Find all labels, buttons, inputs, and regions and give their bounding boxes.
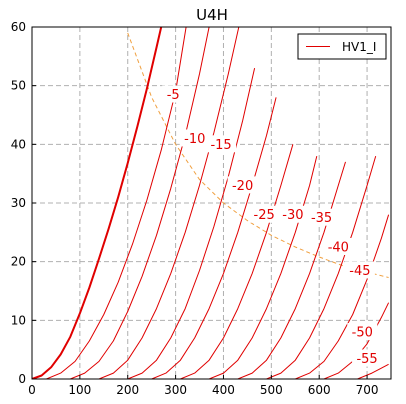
x-tick-label: 500: [260, 383, 283, 397]
legend: HV1_I: [297, 33, 387, 60]
curve-label: -55: [356, 352, 377, 367]
curve-label: -45: [349, 264, 370, 279]
curve-label: -35: [311, 211, 332, 226]
curve-label-bg: [227, 176, 258, 194]
curve-label: -20: [232, 179, 253, 194]
series-curve: [98, 27, 240, 379]
axis-ticks: 0 100 200 300 400 500 600 700 0 10 20 30 40 50 60: [11, 20, 379, 397]
series-curve: [127, 67, 256, 379]
x-tick-label: 100: [68, 383, 91, 397]
series-curve: [208, 155, 318, 379]
x-tick-label: 400: [212, 383, 235, 397]
x-tick-label: 200: [116, 383, 139, 397]
curve-label: -50: [352, 326, 373, 341]
curve-label-bg: [162, 85, 185, 103]
curve-label-bg: [277, 205, 308, 223]
series-curve: [295, 214, 390, 379]
series-curve: [323, 302, 390, 379]
curve-label-bg: [206, 135, 237, 153]
y-tick-label: 40: [11, 137, 26, 151]
curve-label: -15: [210, 138, 231, 153]
curve-label: -5: [167, 88, 180, 103]
curve-label-bg: [179, 129, 210, 147]
y-tick-label: 20: [11, 255, 26, 269]
curve-label-bg: [306, 208, 337, 226]
curve-label: -10: [184, 132, 205, 147]
curve-label-bg: [352, 349, 383, 367]
y-tick-label: 60: [11, 20, 26, 34]
x-tick-label: 0: [28, 383, 36, 397]
x-tick-label: 300: [164, 383, 187, 397]
curve-label: -40: [328, 241, 349, 256]
series-curve: [266, 155, 377, 379]
chart-title: U4H: [196, 6, 228, 24]
curve-label: -30: [282, 208, 303, 223]
curve-label: -25: [254, 208, 275, 223]
curve-label-bg: [344, 261, 375, 279]
curve-labels-layer: -5 -10 -15 -20-25 -30 -35 -40-45 -50 -55: [162, 85, 383, 367]
series-curve: [32, 27, 163, 379]
series-curve: [180, 144, 294, 379]
y-tick-label: 50: [11, 79, 26, 93]
series-curve: [237, 161, 346, 379]
y-tick-label: 10: [11, 313, 26, 327]
legend-label: HV1_I: [342, 40, 376, 54]
curve-label-bg: [323, 238, 354, 255]
curve-label-bg: [249, 205, 280, 223]
series-curve: [70, 27, 210, 379]
y-tick-label: 30: [11, 196, 26, 210]
y-tick-label: 0: [18, 372, 26, 386]
curve-label-bg: [347, 323, 378, 341]
x-tick-label: 600: [308, 383, 331, 397]
x-tick-label: 700: [356, 383, 379, 397]
grid-lines: [31, 26, 391, 380]
series-curve: [357, 363, 389, 379]
series-curve: [151, 97, 277, 379]
series-curve: [46, 27, 187, 379]
